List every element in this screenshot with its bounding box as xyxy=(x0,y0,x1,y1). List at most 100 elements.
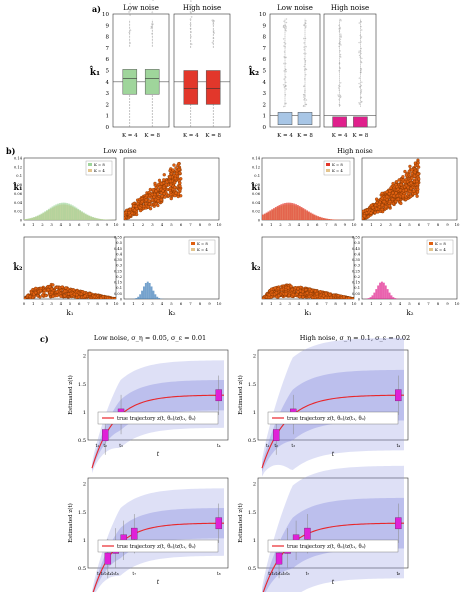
hist-x-tick: 8 xyxy=(199,301,202,306)
box-x-tick: K = 4 xyxy=(183,133,199,139)
traj-high-top-box xyxy=(273,429,280,441)
scatter-point xyxy=(51,283,55,287)
outlier-point xyxy=(361,101,363,103)
hist-y-tick: 0.1 xyxy=(354,286,360,290)
scatter-point xyxy=(375,197,379,201)
x-axis-label: k₁ xyxy=(66,309,73,317)
outlier-point xyxy=(129,29,132,32)
scatter-x-tick: 5 xyxy=(307,301,310,306)
box-panel-title: Low noise xyxy=(123,4,159,12)
hist-y-tick: 0.06 xyxy=(252,192,261,196)
hist-bar xyxy=(24,219,26,220)
scatter-point xyxy=(301,290,305,294)
traj-high-top-y-tick: 0.5 xyxy=(248,438,256,444)
scatter-x-tick: 10 xyxy=(455,222,460,227)
hist-bar xyxy=(93,217,96,220)
hist-x-tick: 8 xyxy=(96,222,99,227)
outlier-point xyxy=(340,33,342,35)
outlier-point xyxy=(129,2,131,5)
traj-low-top-y-tick: 1 xyxy=(83,410,86,416)
scatter-point xyxy=(413,191,417,196)
traj-high-bottom-y-tick: 1 xyxy=(253,538,256,544)
hist-x-tick: 4 xyxy=(161,301,164,306)
scatter-x-tick: 9 xyxy=(344,301,347,306)
scatter-point xyxy=(394,199,398,204)
outlier-point xyxy=(360,36,363,38)
outlier-point xyxy=(338,85,340,87)
hist-y-tick: 0.4 xyxy=(116,252,122,256)
scatter-points xyxy=(362,158,421,220)
scatter-point xyxy=(415,194,419,198)
legend-swatch xyxy=(429,248,433,251)
scatter-point xyxy=(134,204,138,208)
box-panel-title: Low noise xyxy=(277,4,313,12)
hist-bar xyxy=(373,292,376,299)
scatter-point xyxy=(347,296,351,299)
scatter-point xyxy=(277,293,281,298)
y-axis-label: k̂₁ xyxy=(90,65,101,78)
hist-bar xyxy=(289,202,292,220)
outlier-point xyxy=(190,0,192,2)
traj-low-bottom-box xyxy=(131,527,138,540)
outlier-point xyxy=(129,14,131,16)
hist-bar xyxy=(101,219,104,220)
outlier-point xyxy=(285,81,287,84)
hist-bar xyxy=(330,219,332,220)
hist-bar xyxy=(158,298,161,299)
hist-bar xyxy=(156,296,159,299)
traj-low-top-x-tick: t₁ xyxy=(95,443,99,449)
scatter-point xyxy=(162,192,166,196)
scatter-point xyxy=(171,168,175,172)
scatter-point xyxy=(156,199,160,203)
scatter-point xyxy=(153,181,157,186)
hist-y-tick: 0.1 xyxy=(16,174,22,178)
outlier-point xyxy=(305,74,307,76)
scatter-point xyxy=(162,185,166,190)
box xyxy=(277,112,293,125)
scatter-point xyxy=(366,214,371,219)
scatter-point xyxy=(408,164,412,169)
outlier-point xyxy=(361,61,363,64)
scatter-point xyxy=(415,182,419,186)
section-b-high-title: High noise xyxy=(337,147,373,155)
outlier-point xyxy=(304,69,306,71)
outlier-point xyxy=(358,22,360,24)
hist-bar xyxy=(73,206,76,220)
hist-y-tick: 0.2 xyxy=(116,275,122,279)
hist-bar xyxy=(392,297,395,299)
scatter-point xyxy=(159,198,163,202)
scatter-point xyxy=(36,294,40,298)
scatter-point xyxy=(394,191,398,195)
outlier-point xyxy=(339,85,341,87)
traj-high-top-x-tick: t₄ xyxy=(397,443,401,449)
scatter-point xyxy=(156,192,160,196)
y-tick-label: 10 xyxy=(259,12,266,18)
scatter-x-tick: 1 xyxy=(370,222,372,227)
scatter-point xyxy=(296,290,300,294)
box xyxy=(122,69,138,95)
outlier-point xyxy=(337,95,340,98)
legend-label: K = 8 xyxy=(94,162,105,167)
hist-y-tick: 0.35 xyxy=(114,258,123,262)
hist-y-tick: 0.15 xyxy=(114,281,123,285)
hist-x-tick: 2 xyxy=(142,301,145,306)
scatter-points xyxy=(262,283,354,299)
outlier-point xyxy=(340,82,342,84)
hist-y-tick: 0.3 xyxy=(354,264,360,268)
outlier-point xyxy=(303,85,305,88)
scatter-point xyxy=(382,200,386,204)
scatter-point xyxy=(62,294,67,298)
hist-bar xyxy=(284,203,286,220)
outlier-point xyxy=(360,21,362,23)
outlier-point xyxy=(360,47,362,50)
hist-bar xyxy=(369,297,372,299)
scatter-point xyxy=(148,187,153,192)
traj-high-bottom-x-tick: t₁t₂t₃t₄t₅t₆ xyxy=(268,571,290,577)
scatter-point xyxy=(291,293,295,297)
scatter-point xyxy=(373,203,378,207)
scatter-point xyxy=(50,290,54,295)
scatter-point xyxy=(392,194,396,198)
outlier-point xyxy=(302,105,305,107)
scatter-point xyxy=(38,288,43,293)
outlier-point xyxy=(339,53,342,56)
